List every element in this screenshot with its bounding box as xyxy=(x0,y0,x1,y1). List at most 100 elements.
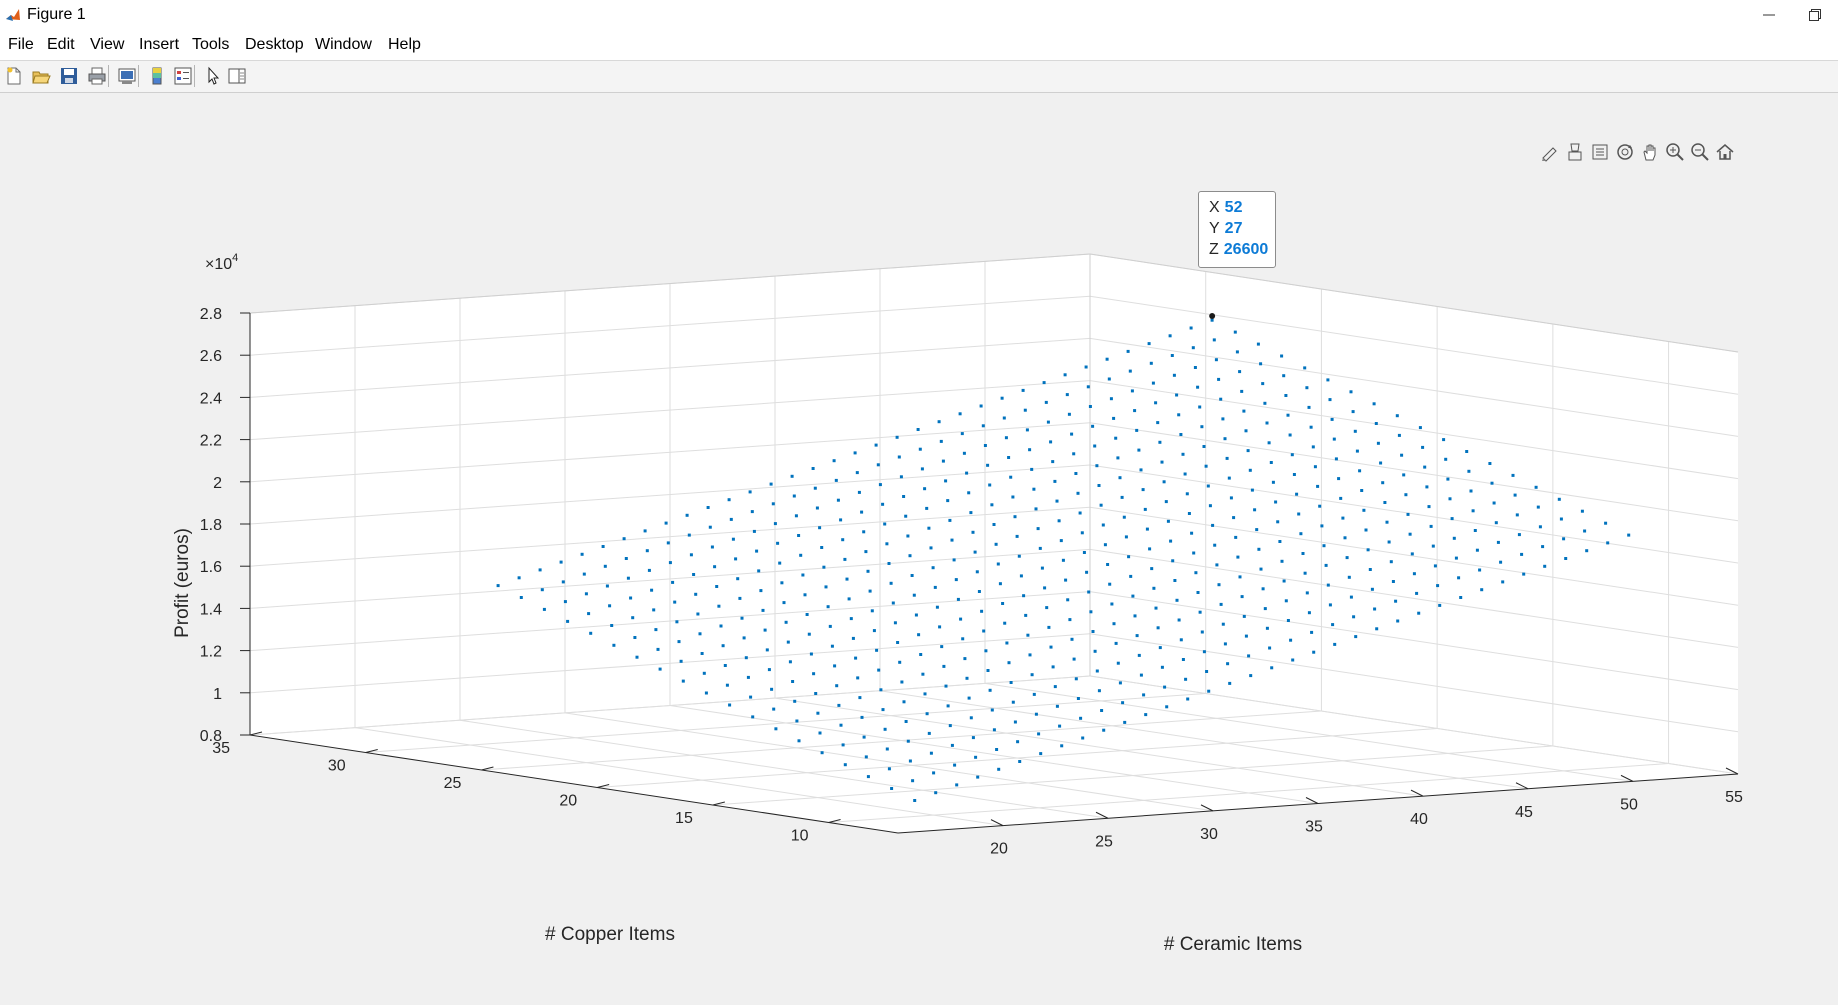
y-tick-label: 35 xyxy=(212,740,230,757)
y-tick-mark xyxy=(365,749,378,753)
grid-line-y xyxy=(365,693,1206,753)
open-file-button[interactable] xyxy=(28,63,54,89)
data-point xyxy=(969,716,973,720)
menu-tools[interactable]: Tools xyxy=(192,36,230,53)
data-point xyxy=(912,593,916,597)
data-point xyxy=(1263,401,1267,405)
property-inspector-button[interactable] xyxy=(224,63,250,89)
data-point xyxy=(1375,627,1379,631)
data-point xyxy=(1179,638,1183,642)
data-tips-icon xyxy=(1568,143,1581,161)
data-point xyxy=(1189,326,1193,330)
data-point xyxy=(1404,493,1408,497)
data-point xyxy=(723,664,727,667)
data-point xyxy=(1261,587,1265,591)
data-point xyxy=(1452,536,1456,540)
data-point xyxy=(946,499,950,503)
data-point xyxy=(1108,582,1112,586)
data-point xyxy=(913,799,917,802)
data-point xyxy=(839,723,843,727)
home-button[interactable] xyxy=(1713,140,1736,164)
figure-canvas[interactable]: 20 25 30 35 40 45 50 55 10 15 20 25 30 35 0.8 1 1.2 1.4 1.… xyxy=(0,93,1838,1005)
data-point xyxy=(826,605,830,609)
data-point xyxy=(633,636,637,639)
data-point xyxy=(1129,574,1133,578)
zoom-out-button[interactable] xyxy=(1688,140,1711,164)
data-point xyxy=(1627,533,1631,537)
z-tick-label: 1.2 xyxy=(200,644,222,661)
edit-plot-button[interactable] xyxy=(200,63,226,89)
data-point xyxy=(959,617,963,621)
data-point xyxy=(1149,361,1153,365)
menu-file[interactable]: File xyxy=(8,36,34,53)
menu-help[interactable]: Help xyxy=(388,36,421,53)
minimize-button[interactable] xyxy=(1746,0,1792,30)
grid-line-x xyxy=(879,690,1529,790)
pan-button[interactable] xyxy=(1638,140,1661,164)
data-point xyxy=(1391,580,1395,583)
link-plot-button[interactable] xyxy=(114,63,140,89)
datatip-marker[interactable] xyxy=(1209,312,1216,319)
data-point xyxy=(1307,405,1311,409)
brush-button[interactable] xyxy=(1538,140,1561,164)
toolbar-separator xyxy=(194,65,195,87)
new-figure-button[interactable] xyxy=(1,63,27,89)
menu-insert[interactable]: Insert xyxy=(139,36,180,53)
grid-line-x xyxy=(774,697,1424,797)
zoom-in-button[interactable] xyxy=(1663,140,1686,164)
export-button[interactable] xyxy=(1588,140,1611,164)
data-point xyxy=(1259,362,1263,366)
data-point xyxy=(1018,760,1022,763)
data-point xyxy=(1339,496,1343,500)
menu-edit[interactable]: Edit xyxy=(47,36,75,53)
data-point xyxy=(1444,457,1448,461)
y-tick-mark xyxy=(712,801,725,806)
data-point xyxy=(1562,537,1566,541)
data-point xyxy=(879,688,883,692)
data-point xyxy=(1265,421,1269,425)
insert-colorbar-button[interactable] xyxy=(144,63,170,89)
data-point xyxy=(995,748,999,751)
data-point xyxy=(1181,658,1185,661)
data-point xyxy=(815,506,819,510)
rotate-3d-button[interactable] xyxy=(1613,140,1636,164)
data-point xyxy=(845,577,849,581)
data-point xyxy=(727,498,731,502)
data-point xyxy=(757,569,761,573)
data-point xyxy=(1198,405,1202,409)
data-point xyxy=(1381,481,1385,485)
menu-desktop[interactable]: Desktop xyxy=(245,36,304,53)
data-point xyxy=(715,585,719,588)
data-point xyxy=(1490,481,1494,485)
datatip[interactable]: X 52 Y 27 Z 26600 xyxy=(1198,191,1276,268)
data-point xyxy=(932,771,936,775)
x-tick-mark xyxy=(1620,774,1634,782)
save-button[interactable] xyxy=(56,63,82,89)
data-point xyxy=(1072,452,1076,456)
data-point xyxy=(677,640,681,644)
data-point xyxy=(1202,650,1206,654)
data-point xyxy=(818,526,822,530)
restore-button[interactable] xyxy=(1792,0,1838,30)
data-point xyxy=(759,589,763,593)
data-tips-button[interactable] xyxy=(1563,140,1586,164)
menu-view[interactable]: View xyxy=(90,36,125,53)
data-point xyxy=(1169,539,1173,543)
print-button[interactable] xyxy=(84,63,110,89)
data-point xyxy=(1520,552,1524,556)
data-point xyxy=(1394,599,1398,603)
data-point xyxy=(1173,579,1177,582)
data-point xyxy=(1110,602,1114,606)
data-point xyxy=(1187,512,1191,515)
insert-legend-button[interactable] xyxy=(170,63,196,89)
grid-line-x xyxy=(669,705,1319,804)
data-point xyxy=(828,624,832,628)
data-point xyxy=(1063,373,1067,377)
data-point xyxy=(1454,556,1458,560)
menu-window[interactable]: Window xyxy=(315,36,372,53)
data-point xyxy=(1142,693,1146,697)
grid-line-z xyxy=(1089,506,1739,606)
scatter3-plot[interactable]: 20 25 30 35 40 45 50 551015202530350.811.21.41.… xyxy=(0,93,1838,1005)
data-point xyxy=(950,743,954,747)
data-point xyxy=(1154,401,1158,405)
